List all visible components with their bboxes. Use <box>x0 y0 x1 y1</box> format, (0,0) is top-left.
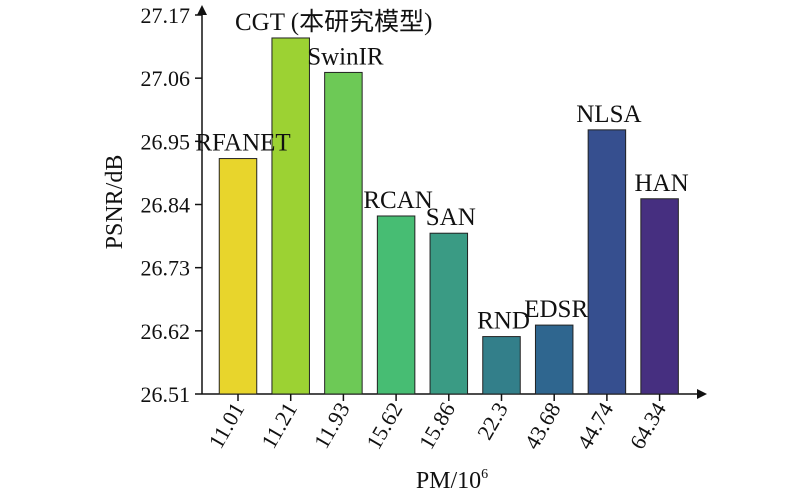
x-ticks: 11.01 11.21 11.93 15.62 15.86 22.3 43.68 44.74 6… <box>203 394 671 453</box>
bar-label: SAN <box>426 204 476 231</box>
x-tick-label: 15.62 <box>361 398 407 453</box>
bar <box>482 336 521 395</box>
y-tick-label: 26.84 <box>141 193 191 218</box>
bars <box>218 37 679 395</box>
x-tick-label: 22.3 <box>472 398 513 444</box>
bar <box>640 198 679 395</box>
x-tick-label: 11.01 <box>203 398 249 453</box>
bar <box>271 37 310 395</box>
x-tick-label: 64.34 <box>625 398 671 453</box>
bar <box>376 215 416 395</box>
bar <box>534 324 574 395</box>
y-tick-label: 26.95 <box>141 129 191 154</box>
y-tick-label: 27.06 <box>141 66 191 91</box>
x-tick-label: 11.93 <box>309 398 355 453</box>
bar-label: RCAN <box>363 187 432 214</box>
x-axis-title-superscript: 6 <box>481 467 488 482</box>
y-ticks: 26.51 26.62 26.73 26.84 26.95 27.06 27.17 <box>141 3 202 407</box>
bar-label: NLSA <box>576 101 641 128</box>
bar <box>429 232 469 395</box>
y-tick-label: 27.17 <box>141 3 191 28</box>
y-tick-label: 26.51 <box>141 382 191 407</box>
bar-label: SwinIR <box>307 43 384 70</box>
bar <box>587 129 627 395</box>
x-tick-label: 11.21 <box>256 398 302 453</box>
y-tick-label: 26.73 <box>141 256 191 281</box>
x-tick-label: 43.68 <box>519 398 565 453</box>
bar-label: CGT (本研究模型) <box>235 8 432 36</box>
x-axis-title: PM/106 <box>416 467 488 494</box>
x-tick-label: 15.86 <box>414 398 460 453</box>
bar-label: RND <box>477 308 530 335</box>
y-tick-label: 26.62 <box>141 319 191 344</box>
y-axis-title: PSNR/dB <box>102 155 128 250</box>
x-axis-title-text: PM/10 <box>416 468 481 494</box>
bar-label: HAN <box>635 170 689 197</box>
bar <box>218 158 258 395</box>
bar <box>324 71 363 395</box>
x-tick-label: 44.74 <box>572 398 618 453</box>
bar-label: EDSR <box>524 296 588 323</box>
bar-label: RFANET <box>195 130 290 157</box>
